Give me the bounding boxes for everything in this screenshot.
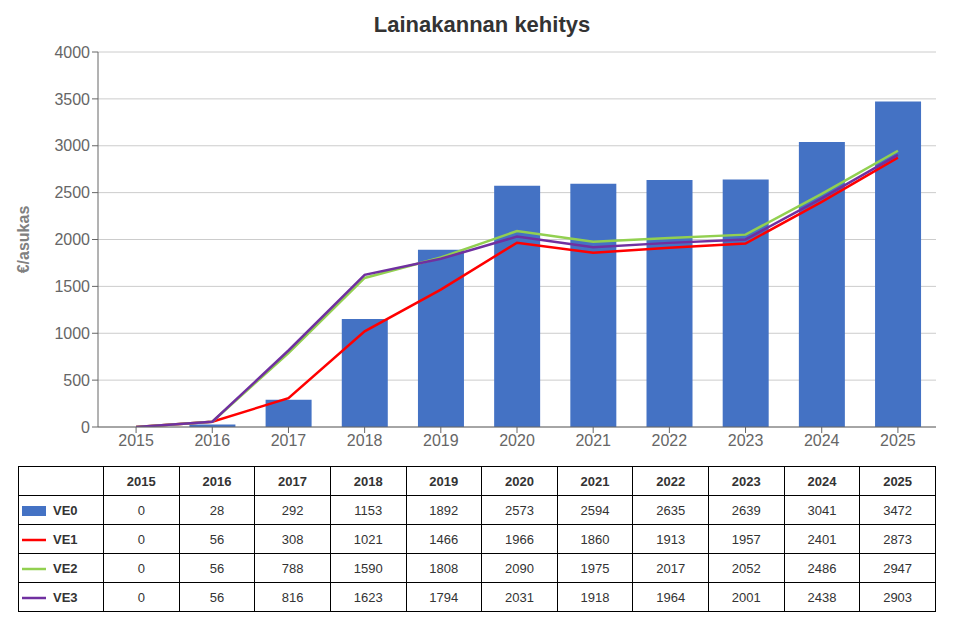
html-text:2639: 2639 [731, 502, 761, 518]
html-text:292: 292 [281, 502, 304, 518]
html-text:0: 0 [137, 589, 145, 605]
html-text:VE1: VE1 [53, 532, 78, 547]
html-text:56: 56 [209, 589, 225, 605]
svg-text:3000: 3000 [54, 137, 90, 154]
html-text:1021: 1021 [353, 531, 383, 547]
html-text:2052: 2052 [731, 560, 761, 576]
html-text:VE0: VE0 [53, 503, 78, 518]
html-text:1918: 1918 [580, 589, 610, 605]
html-text:2947: 2947 [883, 560, 913, 576]
svg-text:1500: 1500 [54, 278, 90, 295]
html-text:2438: 2438 [807, 589, 837, 605]
html-text:2024: 2024 [807, 473, 837, 489]
svg-text:500: 500 [63, 372, 90, 389]
html-text:3041: 3041 [807, 502, 837, 518]
html-text:2031: 2031 [505, 589, 534, 605]
svg-text:4000: 4000 [54, 44, 90, 61]
html-text:816: 816 [281, 589, 304, 605]
html-text:2573: 2573 [505, 502, 534, 518]
html-text:56: 56 [209, 531, 225, 547]
html-text:1964: 1964 [656, 589, 686, 605]
html-text:1860: 1860 [580, 531, 610, 547]
html-text:2022: 2022 [656, 473, 686, 489]
svg-text:2024: 2024 [804, 432, 840, 449]
html-text:2015: 2015 [126, 473, 156, 489]
html-text:1957: 1957 [731, 531, 761, 547]
html-text:1975: 1975 [580, 560, 610, 576]
html-text:1153: 1153 [354, 502, 383, 518]
svg-text:2500: 2500 [54, 184, 90, 201]
html-text:2021: 2021 [580, 473, 610, 489]
html-text:308: 308 [281, 531, 304, 547]
svg-text:2025: 2025 [880, 432, 916, 449]
html-text:1590: 1590 [353, 560, 383, 576]
html-text:VE2: VE2 [53, 561, 78, 576]
html-text:788: 788 [281, 560, 304, 576]
html-text:Lainakannan kehitys: Lainakannan kehitys [373, 12, 591, 37]
html-text:1466: 1466 [429, 531, 459, 547]
html-text:2020: 2020 [505, 473, 534, 489]
svg-text:1000: 1000 [54, 325, 90, 342]
svg-text:2021: 2021 [575, 432, 611, 449]
html-text:1808: 1808 [429, 560, 459, 576]
html-text:1794: 1794 [429, 589, 459, 605]
html-text:2025: 2025 [883, 473, 913, 489]
html-text:1966: 1966 [505, 531, 534, 547]
html-text:VE3: VE3 [53, 590, 78, 605]
svg-text:2020: 2020 [499, 432, 535, 449]
svg-text:€/asukas: €/asukas [15, 206, 32, 274]
svg-text:2000: 2000 [54, 231, 90, 248]
svg-text:2016: 2016 [194, 432, 230, 449]
html-text:2594: 2594 [580, 502, 610, 518]
svg-text:2023: 2023 [728, 432, 764, 449]
html-text:0: 0 [137, 502, 145, 518]
html-text:1913: 1913 [656, 531, 686, 547]
html-text:2090: 2090 [505, 560, 534, 576]
html-text:0: 0 [137, 560, 145, 576]
html-text:2023: 2023 [731, 473, 761, 489]
svg-text:3500: 3500 [54, 91, 90, 108]
html-text:2016: 2016 [202, 473, 232, 489]
html-text:2401: 2401 [807, 531, 837, 547]
svg-text:2019: 2019 [423, 432, 459, 449]
html-text:1623: 1623 [353, 589, 383, 605]
html-text:2001: 2001 [731, 589, 761, 605]
html-text:2903: 2903 [883, 589, 913, 605]
html-text:0: 0 [137, 531, 145, 547]
svg-text:2017: 2017 [271, 432, 307, 449]
svg-text:2022: 2022 [652, 432, 688, 449]
svg-text:2015: 2015 [118, 432, 154, 449]
html-text:2018: 2018 [353, 473, 383, 489]
html-text:2486: 2486 [807, 560, 837, 576]
svg-text:0: 0 [81, 419, 90, 436]
html-text:56: 56 [209, 560, 225, 576]
html-text:2017: 2017 [656, 560, 686, 576]
html-text:28: 28 [209, 502, 225, 518]
html-text:2017: 2017 [278, 473, 307, 489]
html-text:3472: 3472 [883, 502, 913, 518]
html-text:2635: 2635 [656, 502, 686, 518]
html-text:2873: 2873 [883, 531, 913, 547]
html-text:2019: 2019 [429, 473, 459, 489]
svg-text:2018: 2018 [347, 432, 383, 449]
html-text:1892: 1892 [429, 502, 459, 518]
